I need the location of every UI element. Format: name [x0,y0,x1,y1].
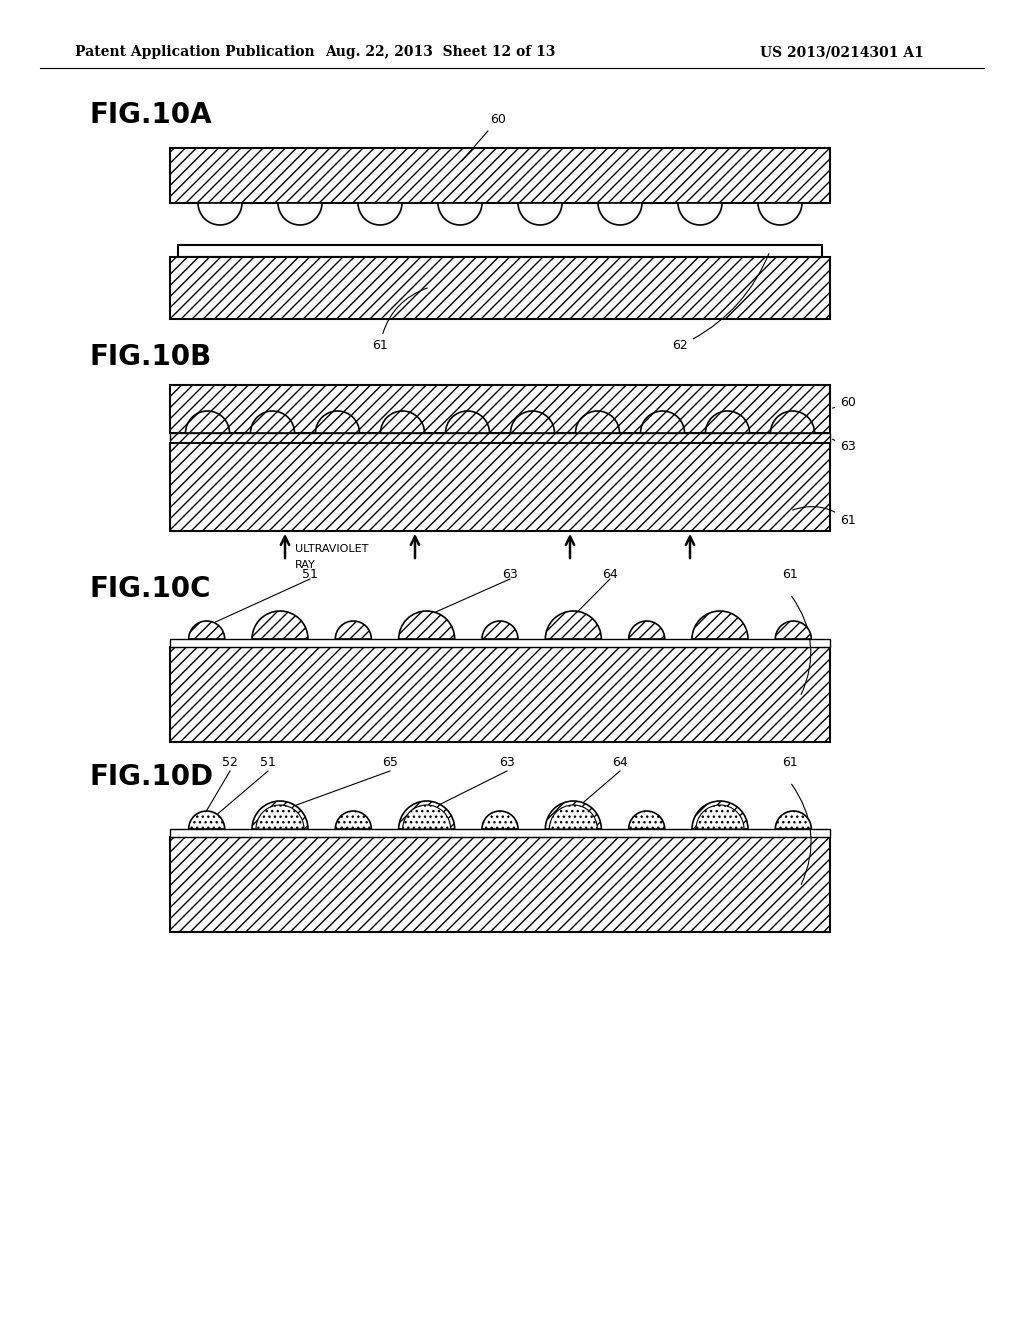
Text: FIG.10D: FIG.10D [90,763,214,791]
Text: FIG.10A: FIG.10A [90,102,213,129]
Wedge shape [402,805,451,829]
Wedge shape [198,203,242,224]
Text: 63: 63 [502,568,518,581]
Wedge shape [185,411,229,433]
Bar [170,829,830,837]
Text: 51: 51 [260,756,275,770]
Wedge shape [398,611,455,639]
Wedge shape [381,411,425,433]
Text: US 2013/0214301 A1: US 2013/0214301 A1 [760,45,924,59]
Bar [170,148,830,203]
Bar [170,385,830,433]
Wedge shape [256,805,304,829]
Text: 62: 62 [672,253,769,352]
Text: 61: 61 [782,756,798,770]
Wedge shape [511,411,555,433]
Wedge shape [315,411,359,433]
Wedge shape [188,620,224,639]
Text: 61: 61 [372,288,427,352]
Wedge shape [546,801,601,829]
Wedge shape [335,620,372,639]
Text: ULTRAVIOLET: ULTRAVIOLET [295,544,369,554]
Wedge shape [445,411,489,433]
Wedge shape [438,203,482,224]
Wedge shape [640,411,684,433]
Wedge shape [629,620,665,639]
Wedge shape [692,801,748,829]
Wedge shape [549,805,597,829]
Wedge shape [758,203,802,224]
Text: Aug. 22, 2013  Sheet 12 of 13: Aug. 22, 2013 Sheet 12 of 13 [325,45,555,59]
Wedge shape [278,203,322,224]
Wedge shape [482,810,518,829]
Wedge shape [358,203,402,224]
Text: 60: 60 [462,114,506,161]
Wedge shape [770,411,814,433]
Wedge shape [629,810,665,829]
Wedge shape [252,611,308,639]
Text: FIG.10B: FIG.10B [90,343,212,371]
Wedge shape [482,620,518,639]
Wedge shape [696,805,744,829]
Bar [178,246,822,257]
Wedge shape [335,810,372,829]
Bar [170,257,830,319]
Wedge shape [706,411,750,433]
Bar [170,837,830,932]
Bar [170,647,830,742]
Text: Patent Application Publication: Patent Application Publication [75,45,314,59]
Wedge shape [251,411,295,433]
Text: 65: 65 [382,756,398,770]
Bar [170,444,830,531]
Text: 63: 63 [833,440,856,454]
Wedge shape [598,203,642,224]
Wedge shape [188,810,224,829]
Wedge shape [546,611,601,639]
Text: 51: 51 [302,568,317,581]
Text: 64: 64 [612,756,628,770]
Text: 64: 64 [602,568,617,581]
Text: RAY: RAY [295,560,315,570]
Text: 61: 61 [793,507,856,528]
Wedge shape [775,810,811,829]
Text: 63: 63 [499,756,515,770]
Wedge shape [775,620,811,639]
Text: 61: 61 [782,568,798,581]
Bar [170,433,830,444]
Bar [170,639,830,647]
Wedge shape [575,411,620,433]
Wedge shape [398,801,455,829]
Text: FIG.10C: FIG.10C [90,576,212,603]
Wedge shape [518,203,562,224]
Text: 52: 52 [222,756,238,770]
Wedge shape [692,611,748,639]
Text: 60: 60 [833,396,856,409]
Wedge shape [252,801,308,829]
Wedge shape [678,203,722,224]
